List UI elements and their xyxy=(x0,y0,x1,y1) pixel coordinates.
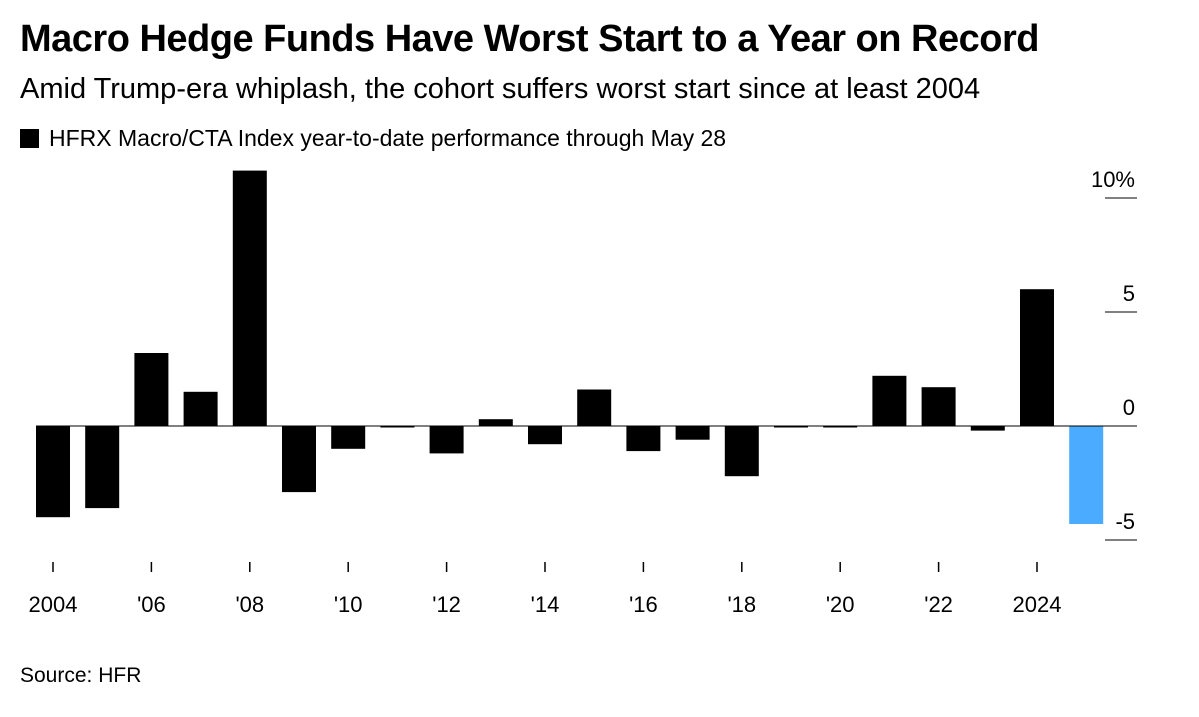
x-tick-label: 2004 xyxy=(29,592,78,617)
y-tick-label: 0 xyxy=(1123,395,1135,420)
bar-2007 xyxy=(183,391,218,426)
chart-subtitle: Amid Trump-era whiplash, the cohort suff… xyxy=(20,73,981,105)
bar-2017 xyxy=(675,426,710,440)
bar-2016 xyxy=(626,426,661,452)
bar-2022 xyxy=(921,387,956,426)
bar-2009 xyxy=(282,426,316,493)
chart-title: Macro Hedge Funds Have Worst Start to a … xyxy=(20,18,1039,60)
bar-2024 xyxy=(1020,289,1054,426)
x-tick-label: '06 xyxy=(137,592,166,617)
bar-2025 xyxy=(1069,426,1104,524)
bar-2012 xyxy=(429,426,464,454)
bar-2005 xyxy=(85,426,120,509)
legend: HFRX Macro/CTA Index year-to-date perfor… xyxy=(20,125,726,152)
x-tick-label: '16 xyxy=(629,592,658,617)
bar-2006 xyxy=(134,353,169,426)
y-tick-label: -5 xyxy=(1115,509,1135,534)
bar-2023 xyxy=(970,426,1005,431)
x-tick-label: '12 xyxy=(432,592,461,617)
y-tick-label: 5 xyxy=(1123,281,1135,306)
x-tick-label: '08 xyxy=(235,592,264,617)
bar-2021 xyxy=(872,375,907,426)
bar-2014 xyxy=(528,426,562,445)
x-tick-label: '20 xyxy=(826,592,855,617)
x-tick-label: 2024 xyxy=(1013,592,1062,617)
bar-2004 xyxy=(36,426,70,518)
x-tick-label: '18 xyxy=(727,592,756,617)
bar-2008 xyxy=(232,170,267,426)
legend-label: HFRX Macro/CTA Index year-to-date perfor… xyxy=(49,125,727,151)
source-note: Source: HFR xyxy=(20,664,142,687)
legend-swatch xyxy=(20,129,39,148)
bar-2015 xyxy=(577,389,612,426)
x-tick-label: '22 xyxy=(924,592,953,617)
bar-2010 xyxy=(331,426,366,449)
x-tick-label: '10 xyxy=(334,592,363,617)
y-tick-label: 10% xyxy=(1091,167,1135,192)
x-tick-label: '14 xyxy=(531,592,560,617)
bar-2018 xyxy=(724,426,759,477)
bar-2013 xyxy=(478,419,513,426)
